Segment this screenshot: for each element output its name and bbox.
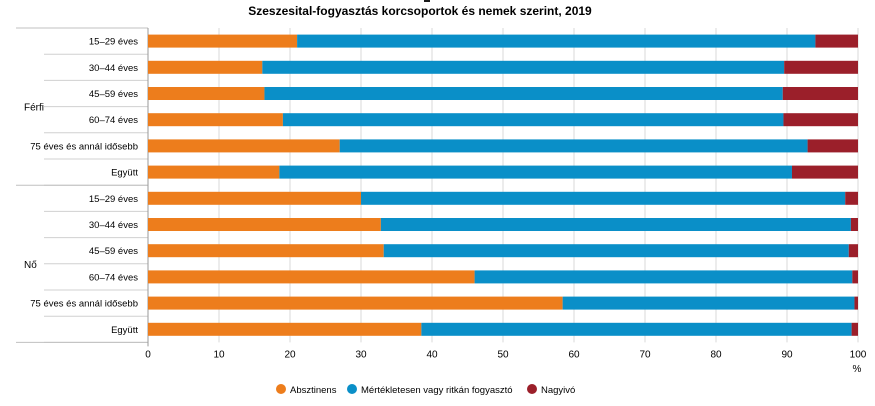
bar-segment: [848, 244, 858, 258]
bar-segment: [148, 296, 563, 310]
bar-segment: [782, 87, 858, 100]
bar-segment: [854, 296, 858, 310]
bar-segment: [148, 165, 280, 179]
bar-segment: [815, 34, 858, 48]
bar-segment: [148, 87, 265, 100]
bar-segment: [297, 34, 816, 48]
x-axis-unit: %: [853, 364, 862, 375]
bar-segment: [262, 60, 785, 74]
bar-segment: [845, 191, 858, 205]
category-label: 30–44 éves: [89, 63, 138, 74]
bar-segment: [148, 244, 384, 258]
bar-segment: [282, 113, 784, 127]
bar-segment: [807, 139, 858, 153]
legend-marker: [276, 384, 286, 394]
category-label: 60–74 éves: [89, 272, 138, 283]
bar-segment: [474, 270, 853, 284]
bar-segment: [562, 296, 855, 310]
category-label: 75 éves és annál idősebb: [30, 299, 138, 310]
legend-label: Mértékletesen vagy ritkán fogyasztó: [361, 385, 513, 396]
bar-segment: [852, 270, 858, 284]
legend: Absztinens Mértékletesen vagy ritkán fogy…: [276, 384, 575, 396]
group-labels: Férfi Nő: [24, 103, 44, 271]
legend-marker: [347, 384, 357, 394]
x-tick-label: 40: [426, 349, 438, 360]
bar-segment: [148, 139, 340, 153]
category-label: 45–59 éves: [89, 246, 138, 257]
bar-segment: [380, 218, 851, 231]
x-tick-label: 90: [781, 349, 793, 360]
legend-label: Absztinens: [290, 385, 337, 396]
bar-segment: [783, 113, 858, 127]
bar-segment: [148, 322, 422, 336]
bar-segment: [361, 191, 846, 205]
category-label: Együtt: [111, 168, 138, 179]
x-tick-label: 50: [497, 349, 509, 360]
bar-segment: [851, 322, 858, 336]
bar-segment: [148, 34, 298, 48]
category-label: 30–44 éves: [89, 220, 138, 231]
chart-title: Szeszesital-fogyasztás korcsoportok és n…: [248, 4, 592, 18]
x-tick-label: 70: [639, 349, 651, 360]
x-axis-ticks: 0 10 20 30 40 50 60 70 80 90 100: [145, 349, 867, 360]
bar-segment: [148, 218, 381, 231]
bar-segment: [148, 60, 263, 74]
x-tick-label: 80: [710, 349, 722, 360]
legend-label: Nagyivó: [541, 385, 575, 396]
x-tick-label: 100: [850, 349, 867, 360]
gridlines: [147, 28, 859, 343]
category-label: 45–59 éves: [89, 89, 138, 100]
group-label: Férfi: [24, 103, 44, 114]
bar-segment: [264, 87, 783, 100]
bar-segment: [279, 165, 792, 179]
bar-segment: [339, 139, 808, 153]
bar-segment: [148, 270, 475, 284]
bar-segment: [383, 244, 849, 258]
x-tick-label: 60: [568, 349, 580, 360]
bar-segment: [784, 60, 858, 74]
bar-segment: [421, 322, 852, 336]
x-tick-label: 0: [145, 349, 151, 360]
category-label: 75 éves és annál idősebb: [30, 141, 138, 152]
bar-segment: [148, 113, 283, 127]
chart-title-dot: [424, 0, 430, 2]
category-label: Együtt: [111, 325, 138, 336]
category-labels: 15–29 éves 30–44 éves 45–59 éves 60–74 éves…: [30, 37, 138, 336]
bar-segment: [148, 191, 361, 205]
category-label: 15–29 éves: [89, 194, 138, 205]
x-tick-label: 30: [355, 349, 367, 360]
x-tick-label: 20: [284, 349, 296, 360]
category-label: 15–29 éves: [89, 37, 138, 48]
bar-segment: [850, 218, 858, 231]
bar-segment: [791, 165, 858, 179]
row-separators: [16, 27, 149, 347]
group-label: Nő: [24, 260, 37, 271]
category-label: 60–74 éves: [89, 115, 138, 126]
bars: [148, 34, 858, 336]
legend-marker: [527, 384, 537, 394]
x-tick-label: 10: [213, 349, 225, 360]
